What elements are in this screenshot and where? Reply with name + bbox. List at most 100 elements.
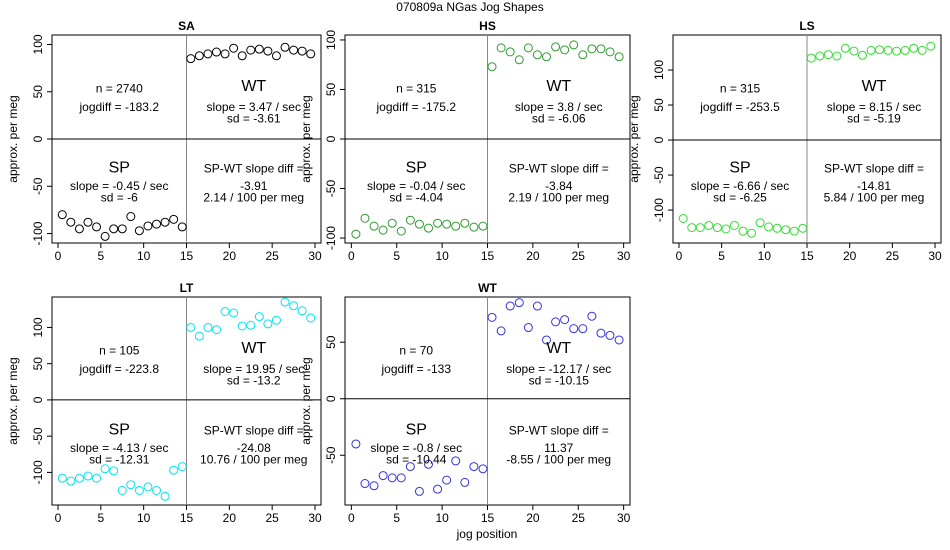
point — [695, 223, 705, 233]
point — [505, 301, 515, 311]
point — [152, 486, 162, 496]
annotation: slope = 8.15 / sec — [827, 100, 921, 114]
y-tick-label: -50 — [324, 446, 338, 464]
annotation: n = 315 — [396, 81, 437, 95]
page-title: 070809a NGas Jog Shapes — [396, 0, 543, 14]
point — [280, 42, 290, 52]
y-tick-label: 50 — [31, 85, 45, 99]
y-tick-label: -50 — [652, 166, 666, 184]
point — [587, 311, 597, 321]
point — [883, 45, 893, 55]
point — [289, 301, 299, 311]
point — [378, 225, 388, 235]
point — [66, 217, 76, 227]
y-axis-label: approx. per meg — [299, 357, 313, 444]
annotation: slope = 3.8 / sec — [515, 100, 603, 114]
point — [280, 297, 290, 307]
y-axis-label: approx. per meg — [6, 357, 20, 444]
point — [478, 464, 488, 474]
point — [424, 459, 434, 469]
point — [478, 221, 488, 231]
x-tick-label: 5 — [97, 511, 104, 525]
point — [451, 221, 461, 231]
x-tick-label: 0 — [676, 249, 683, 263]
point — [605, 330, 615, 340]
x-tick-label: 20 — [843, 249, 857, 263]
point — [849, 46, 859, 56]
annotation: 10.76 / 100 per meg — [200, 452, 307, 466]
annotation: sd = -6.25 — [713, 190, 767, 204]
point — [578, 50, 588, 60]
x-tick-label: 10 — [137, 249, 151, 263]
annotation: jogdiff = -223.8 — [78, 362, 159, 376]
point — [271, 315, 281, 325]
point — [351, 439, 361, 449]
point — [211, 325, 221, 335]
annotation: slope = -6.66 / sec — [691, 179, 789, 193]
x-tick-label: 20 — [526, 511, 540, 525]
annotation: jogdiff = -183.2 — [78, 100, 159, 114]
point — [109, 466, 119, 476]
annotation: SP-WT slope diff = — [509, 161, 609, 175]
annotation: SP — [406, 421, 427, 438]
point — [177, 462, 187, 472]
point — [263, 319, 273, 329]
annotation: SP — [406, 159, 427, 176]
point — [815, 51, 825, 61]
point — [747, 228, 757, 238]
annotation: jogdiff = -253.5 — [699, 100, 780, 114]
point — [220, 49, 230, 59]
point — [177, 222, 187, 232]
annotation: sd = -6 — [101, 190, 138, 204]
point — [387, 473, 397, 483]
point — [396, 473, 406, 483]
point — [134, 226, 144, 236]
point — [237, 51, 247, 61]
panel-title: LS — [799, 19, 814, 33]
point — [74, 224, 84, 234]
point — [532, 50, 542, 60]
point — [806, 53, 816, 63]
point — [729, 220, 739, 230]
point — [551, 317, 561, 327]
point — [109, 224, 119, 234]
panel-title: WT — [478, 281, 497, 295]
y-tick-label: 50 — [31, 357, 45, 371]
annotation: sd = -13.2 — [227, 373, 281, 387]
point — [83, 217, 93, 227]
point — [926, 41, 936, 51]
annotation: SP — [729, 159, 750, 176]
point — [857, 50, 867, 60]
point — [194, 331, 204, 341]
y-tick-label: 100 — [31, 317, 45, 337]
point — [126, 480, 136, 490]
point — [514, 298, 524, 308]
point — [186, 322, 196, 332]
annotation: slope = 19.95 / sec — [203, 362, 304, 376]
x-axis-label: jog position — [456, 527, 518, 541]
point — [460, 218, 470, 228]
y-tick-label: 0 — [31, 135, 45, 142]
y-tick-label: 50 — [652, 98, 666, 112]
annotation: slope = 3.47 / sec — [207, 100, 301, 114]
point — [596, 328, 606, 338]
point — [306, 49, 316, 59]
point — [721, 224, 731, 234]
point — [169, 465, 179, 475]
point — [160, 217, 170, 227]
annotation: sd = -10.15 — [529, 373, 590, 387]
y-tick-label: 0 — [31, 396, 45, 403]
y-axis-label: approx. per meg — [299, 95, 313, 182]
point — [840, 43, 850, 53]
x-tick-label: 10 — [435, 249, 449, 263]
x-tick-label: 10 — [435, 511, 449, 525]
annotation: -14.81 — [857, 179, 891, 193]
point — [541, 52, 551, 62]
point — [605, 47, 615, 57]
annotation: WT — [546, 78, 571, 95]
point — [378, 471, 388, 481]
panel-title: LT — [180, 281, 194, 295]
point — [532, 301, 542, 311]
point — [351, 229, 361, 239]
